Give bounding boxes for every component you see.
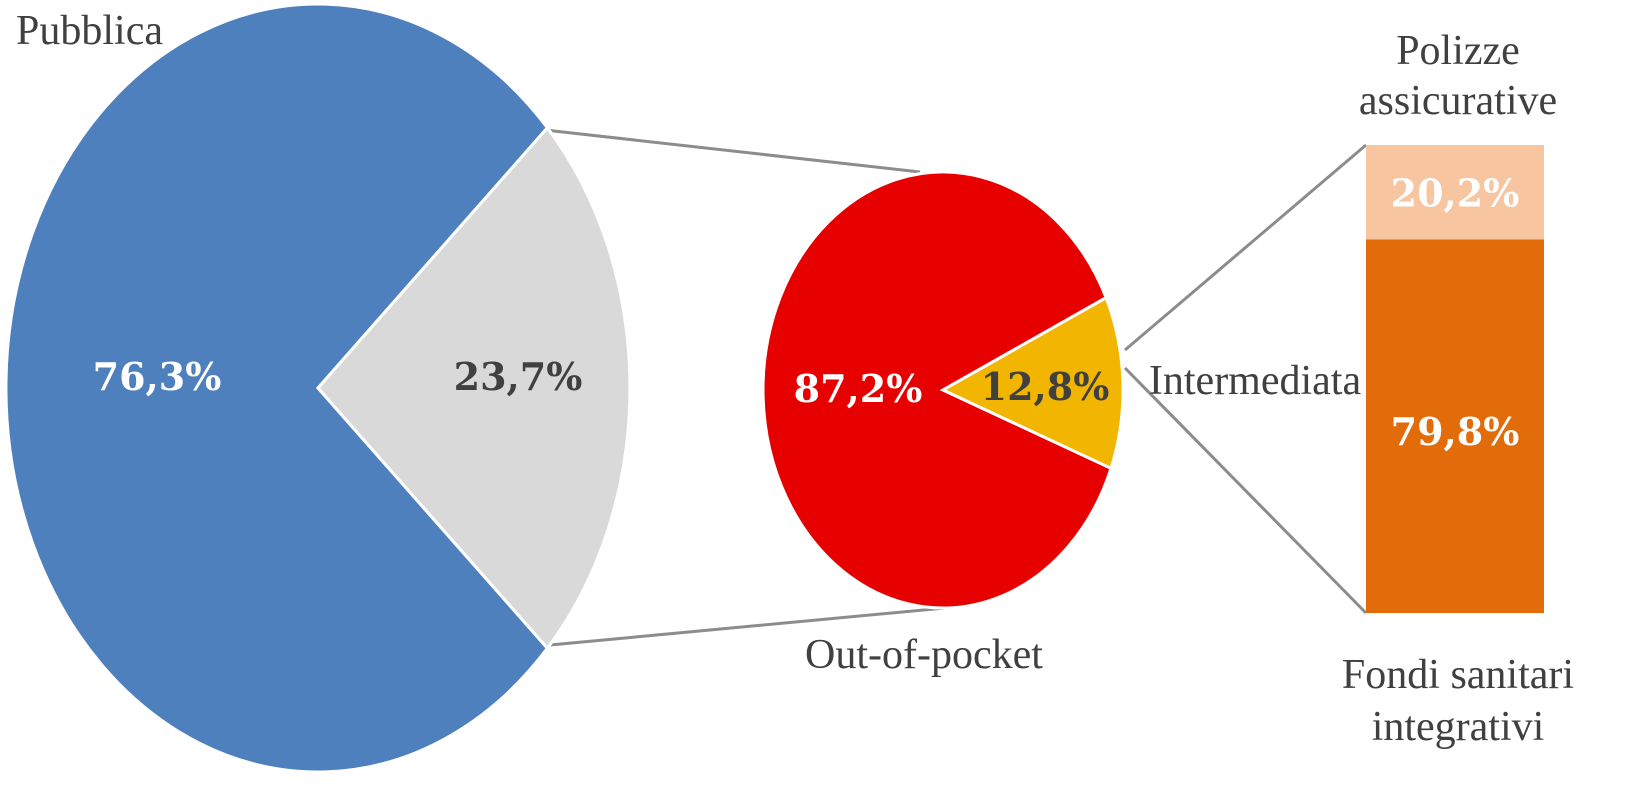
pie-slice-intermediata	[939, 295, 1125, 471]
connector-lines	[544, 128, 1368, 647]
pie-slice-out-of-pocket	[761, 170, 1113, 610]
pie-slice-pubblica	[4, 2, 550, 774]
data-label-out-of-pocket: 87,2%	[794, 366, 923, 411]
connector-main-top	[544, 128, 921, 174]
data-label-fondi: 79,8%	[1391, 409, 1520, 454]
pie-slice-privata	[316, 125, 632, 651]
bar-segment-polizze	[1366, 145, 1544, 240]
label-polizze-line1: Polizze	[1396, 28, 1520, 74]
label-out-of-pocket: Out-of-pocket	[805, 632, 1043, 678]
label-fondi-line1: Fondi sanitari	[1342, 652, 1574, 698]
secondary-pie: 87,2% 12,8%	[761, 170, 1125, 610]
connector-bar-top	[1124, 143, 1367, 352]
stacked-bar: 20,2% 79,8%	[1366, 145, 1544, 613]
bar-segment-fondi	[1366, 239, 1544, 613]
label-polizze-line2: assicurative	[1359, 78, 1557, 124]
label-pubblica: Pubblica	[16, 8, 163, 54]
connector-main-bottom	[549, 606, 946, 647]
data-label-privata: 23,7%	[454, 354, 583, 399]
connector-bar-bottom	[1123, 366, 1368, 615]
label-fondi-line2: integrativi	[1372, 704, 1545, 750]
data-label-polizze: 20,2%	[1391, 170, 1520, 215]
main-pie: 76,3% 23,7%	[4, 2, 632, 774]
data-label-intermediata: 12,8%	[981, 364, 1110, 409]
label-intermediata: Intermediata	[1149, 358, 1362, 404]
data-label-pubblica: 76,3%	[93, 354, 222, 399]
